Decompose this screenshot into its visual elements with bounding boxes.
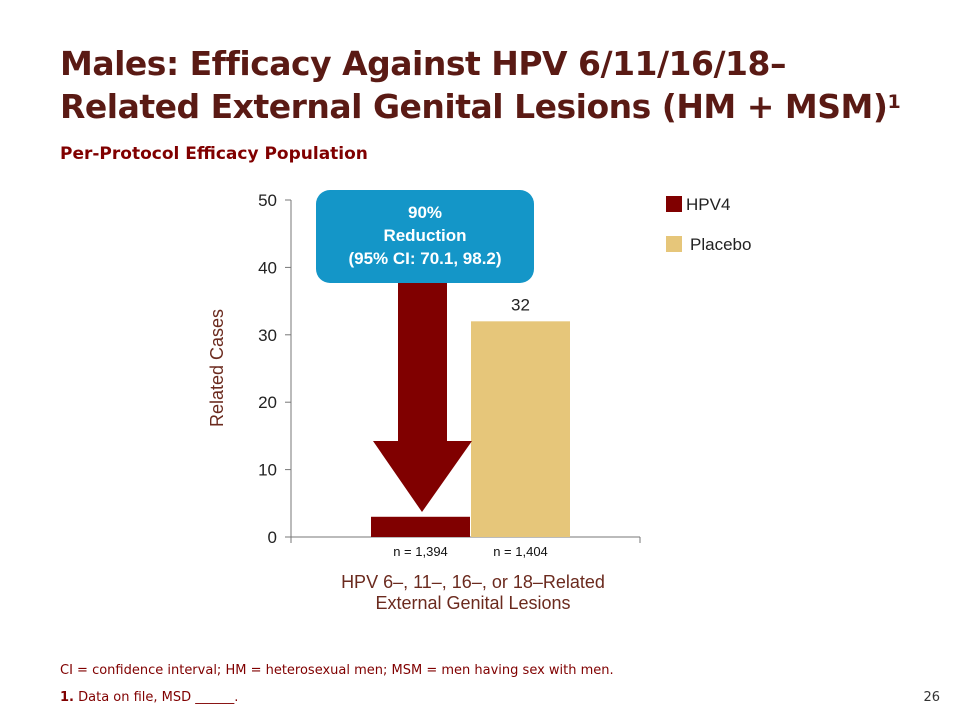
title-line-2: Related External Genital Lesions (HM + M…	[60, 87, 888, 126]
slide-subtitle: Per-Protocol Efficacy Population	[60, 144, 368, 164]
abbreviations-footnote: CI = confidence interval; HM = heterosex…	[60, 663, 614, 678]
reduction-callout-box	[316, 190, 534, 283]
y-axis-label: Related Cases	[207, 309, 227, 427]
legend-label-placebo: Placebo	[690, 235, 751, 254]
y-tick-label: 50	[258, 191, 277, 210]
bar-value-label: 32	[511, 295, 530, 314]
bar-placebo	[471, 321, 570, 537]
callout-line-3: (95% CI: 70.1, 98.2)	[348, 249, 501, 268]
legend-swatch-hpv4	[666, 196, 682, 212]
legend-swatch-placebo	[666, 236, 682, 252]
title-superscript: 1	[887, 91, 901, 113]
legend-label-hpv4: HPV4	[686, 195, 730, 214]
y-tick-label: 20	[258, 393, 277, 412]
title-line-1: Males: Efficacy Against HPV 6/11/16/18–	[60, 44, 786, 83]
y-tick-label: 40	[258, 258, 277, 277]
x-axis-label-line-2: External Genital Lesions	[375, 593, 570, 613]
callout-line-1: 90%	[408, 203, 442, 222]
bar-hpv4	[371, 516, 470, 537]
reduction-arrow	[373, 262, 472, 512]
callout-line-2: Reduction	[383, 226, 466, 245]
reference-text: Data on file, MSD ______.	[78, 690, 239, 705]
y-tick-label: 10	[258, 461, 277, 480]
y-tick-label: 30	[258, 326, 277, 345]
y-tick-label: 0	[268, 528, 277, 547]
reference-number: 1.	[60, 690, 74, 705]
reference-footnote: 1. Data on file, MSD ______.	[60, 690, 238, 705]
x-axis-label-line-1: HPV 6–, 11–, 16–, or 18–Related	[341, 572, 605, 592]
bar-n-label: n = 1,404	[493, 544, 548, 559]
slide-title: Males: Efficacy Against HPV 6/11/16/18– …	[60, 42, 940, 128]
bar-n-label: n = 1,394	[393, 544, 448, 559]
page-number: 26	[923, 690, 940, 705]
